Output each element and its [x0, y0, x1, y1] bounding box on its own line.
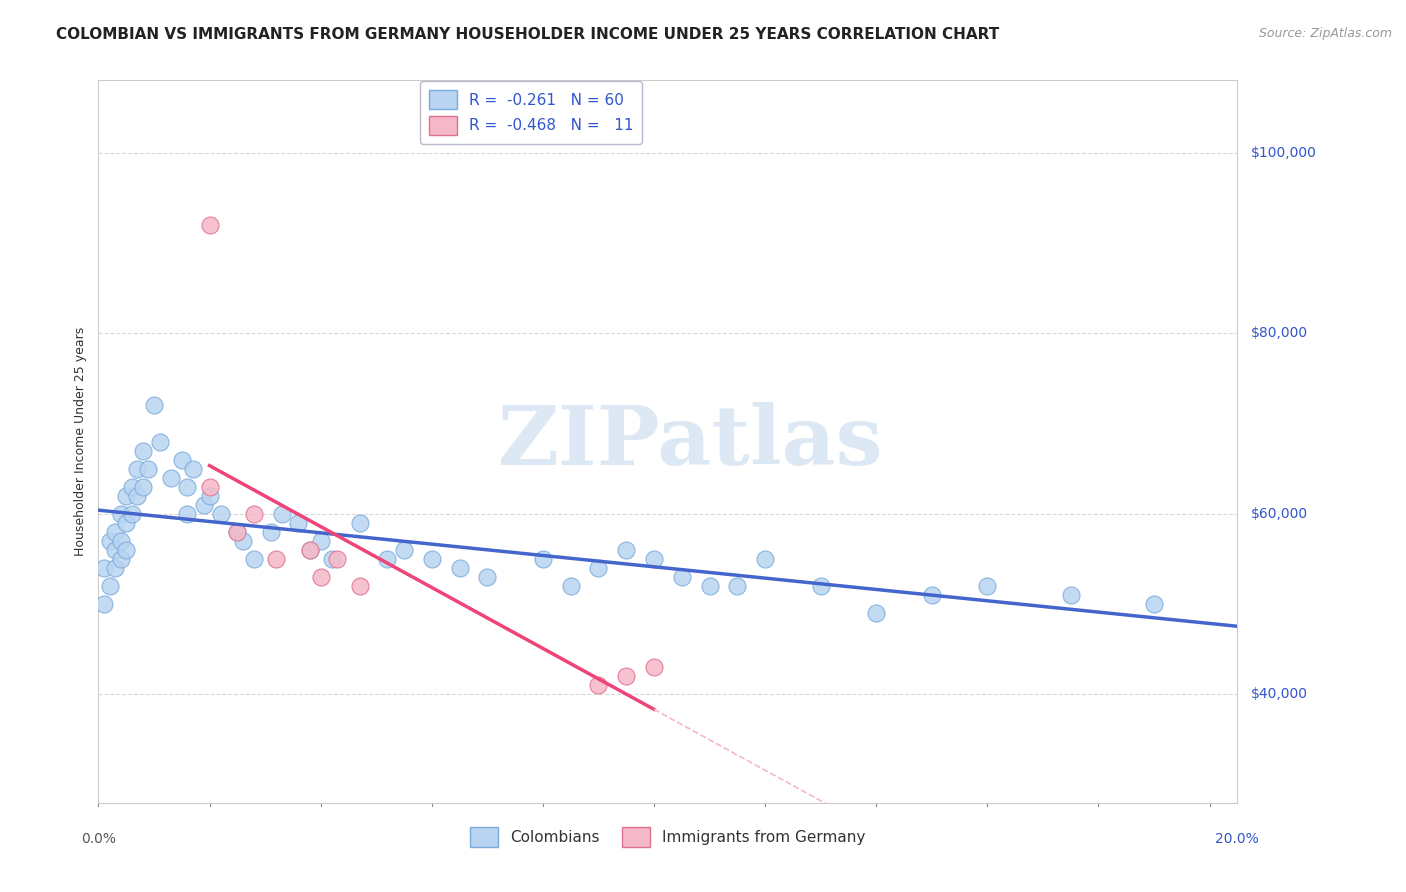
- Point: [699, 579, 721, 593]
- Point: [110, 552, 132, 566]
- Point: [226, 524, 249, 539]
- Point: [148, 434, 170, 449]
- Point: [93, 561, 115, 575]
- Point: [392, 542, 415, 557]
- Point: [176, 480, 198, 494]
- Point: [104, 542, 127, 557]
- Point: [193, 498, 215, 512]
- Text: $40,000: $40,000: [1251, 688, 1308, 701]
- Point: [643, 552, 665, 566]
- Point: [643, 660, 665, 674]
- Point: [143, 398, 166, 412]
- Point: [226, 524, 249, 539]
- Point: [588, 561, 610, 575]
- Point: [1143, 597, 1166, 611]
- Point: [121, 480, 143, 494]
- Point: [104, 524, 127, 539]
- Point: [420, 552, 443, 566]
- Point: [259, 524, 281, 539]
- Point: [132, 443, 155, 458]
- Point: [98, 579, 121, 593]
- Point: [477, 570, 499, 584]
- Point: [614, 542, 637, 557]
- Point: [671, 570, 693, 584]
- Point: [349, 579, 371, 593]
- Text: 20.0%: 20.0%: [1215, 831, 1260, 846]
- Point: [1059, 588, 1081, 602]
- Point: [531, 552, 554, 566]
- Point: [921, 588, 943, 602]
- Point: [614, 669, 637, 683]
- Text: $60,000: $60,000: [1251, 507, 1308, 521]
- Point: [298, 542, 321, 557]
- Legend: Colombians, Immigrants from Germany: Colombians, Immigrants from Germany: [464, 822, 872, 853]
- Point: [209, 507, 232, 521]
- Point: [309, 533, 332, 548]
- Point: [375, 552, 398, 566]
- Point: [115, 489, 138, 503]
- Point: [298, 542, 321, 557]
- Point: [326, 552, 349, 566]
- Point: [287, 516, 309, 530]
- Point: [159, 471, 181, 485]
- Text: $80,000: $80,000: [1251, 326, 1308, 340]
- Point: [243, 507, 266, 521]
- Point: [976, 579, 998, 593]
- Text: Source: ZipAtlas.com: Source: ZipAtlas.com: [1258, 27, 1392, 40]
- Point: [321, 552, 343, 566]
- Text: ZIPatlas: ZIPatlas: [498, 401, 883, 482]
- Point: [198, 218, 221, 232]
- Point: [176, 507, 198, 521]
- Point: [449, 561, 471, 575]
- Point: [127, 461, 149, 475]
- Point: [243, 552, 266, 566]
- Point: [810, 579, 832, 593]
- Point: [181, 461, 204, 475]
- Point: [110, 533, 132, 548]
- Point: [115, 516, 138, 530]
- Text: COLOMBIAN VS IMMIGRANTS FROM GERMANY HOUSEHOLDER INCOME UNDER 25 YEARS CORRELATI: COLOMBIAN VS IMMIGRANTS FROM GERMANY HOU…: [56, 27, 1000, 42]
- Point: [270, 507, 292, 521]
- Point: [865, 606, 887, 620]
- Point: [132, 480, 155, 494]
- Point: [115, 542, 138, 557]
- Point: [309, 570, 332, 584]
- Point: [588, 678, 610, 692]
- Point: [560, 579, 582, 593]
- Text: $100,000: $100,000: [1251, 145, 1317, 160]
- Y-axis label: Householder Income Under 25 years: Householder Income Under 25 years: [75, 326, 87, 557]
- Point: [754, 552, 776, 566]
- Text: 0.0%: 0.0%: [82, 831, 115, 846]
- Point: [198, 489, 221, 503]
- Point: [138, 461, 160, 475]
- Point: [110, 507, 132, 521]
- Point: [104, 561, 127, 575]
- Point: [170, 452, 193, 467]
- Point: [349, 516, 371, 530]
- Point: [98, 533, 121, 548]
- Point: [93, 597, 115, 611]
- Point: [121, 507, 143, 521]
- Point: [127, 489, 149, 503]
- Point: [232, 533, 254, 548]
- Point: [264, 552, 287, 566]
- Point: [725, 579, 748, 593]
- Point: [198, 480, 221, 494]
